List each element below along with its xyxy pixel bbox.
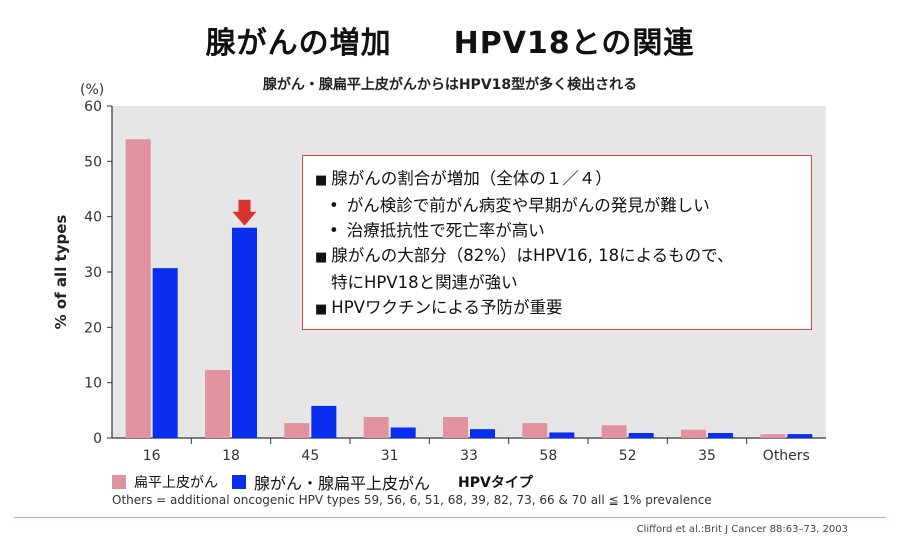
y-unit-label: (%) [80,82,104,98]
bar-adeno [470,429,495,438]
page-title: 腺がんの増加 HPV18との関連 [205,26,695,61]
y-tick-label: 40 [84,210,102,226]
x-tick-label: 52 [619,448,637,464]
source-citation: Clifford et al.:Brit J Cancer 88:63–73, … [636,524,848,535]
x-tick-label: 45 [301,448,319,464]
x-tick-label: 31 [381,448,399,464]
y-tick-label: 20 [84,320,102,336]
y-tick-label: 30 [84,265,102,281]
callout-text: がん検診で前がん病変や早期がんの発見が難しい [346,196,710,215]
callout-point-1: ■ 腺がんの割合が増加（全体の１／４） [315,166,801,193]
bar-squamous [681,429,706,438]
legend-swatch [232,475,246,489]
bar-adeno [549,432,575,438]
bar-squamous [601,425,627,438]
legend-label: 腺がん・腺扁平上皮がん [254,474,431,493]
legend-item-adeno: 腺がん・腺扁平上皮がん [232,470,430,494]
bar-adeno [232,227,257,438]
callout-point-2: ■ 腺がんの大部分（82%）はHPV16, 18によるもので、 [315,243,801,270]
chart-legend: 扁平上皮がん 腺がん・腺扁平上皮がん HPVタイプ [112,470,533,494]
x-axis-label: HPVタイプ [458,475,533,491]
bar-adeno [628,433,654,438]
x-tick-label: 58 [539,448,557,464]
bar-adeno [708,433,733,438]
legend-swatch [112,475,126,489]
x-tick-label: 18 [222,448,240,464]
bar-squamous [522,423,548,438]
callout-text: 腺がんの割合が増加（全体の１／４） [331,169,612,188]
bar-adeno [311,405,337,438]
bar-squamous [125,139,151,438]
callout-text: 治療抵抗性で死亡率が高い [346,221,545,240]
dot-bullet-icon: • [329,196,339,215]
callout-point-3: ■ HPVワクチンによる予防が重要 [315,295,801,322]
others-footnote: Others = additional oncogenic HPV types … [112,493,712,507]
legend-item-squamous: 扁平上皮がん [112,472,218,492]
highlight-arrow-icon [232,199,257,226]
chart-subtitle: 腺がん・腺扁平上皮がんからはHPV18型が多く検出される [262,77,638,93]
y-tick-label: 50 [84,154,102,170]
bar-adeno [787,434,813,438]
callout-box: ■ 腺がんの割合が増加（全体の１／４） • がん検診で前がん病変や早期がんの発見が難… [302,155,812,330]
y-tick-label: 60 [84,99,102,115]
callout-subpoint-2: • 治療抵抗性で死亡率が高い [315,218,801,243]
callout-text: HPVワクチンによる予防が重要 [331,298,563,317]
x-tick-label: 35 [698,448,716,464]
x-tick-label: 16 [143,448,161,464]
bar-squamous [205,369,230,438]
dot-bullet-icon: • [329,221,339,240]
y-axis-label: % of all types [52,215,70,330]
x-tick-label: Others [763,448,810,464]
y-tick-label: 0 [93,431,102,447]
bar-squamous [363,416,389,438]
callout-subpoint-1: • がん検診で前がん病変や早期がんの発見が難しい [315,193,801,218]
divider [14,517,886,518]
callout-text: 腺がんの大部分（82%）はHPV16, 18によるもので、 [331,246,734,265]
legend-label: 扁平上皮がん [134,475,218,491]
bar-squamous [760,434,786,438]
square-bullet-icon: ■ [315,250,328,265]
callout-point-2-cont: 特にHPV18と関連が強い [331,273,518,292]
square-bullet-icon: ■ [315,173,328,188]
bar-adeno [390,427,416,438]
y-tick-label: 10 [84,376,102,392]
bar-squamous [443,416,468,438]
x-tick-label: 33 [460,448,478,464]
square-bullet-icon: ■ [315,302,328,317]
bar-adeno [152,268,178,438]
bar-squamous [284,423,310,438]
